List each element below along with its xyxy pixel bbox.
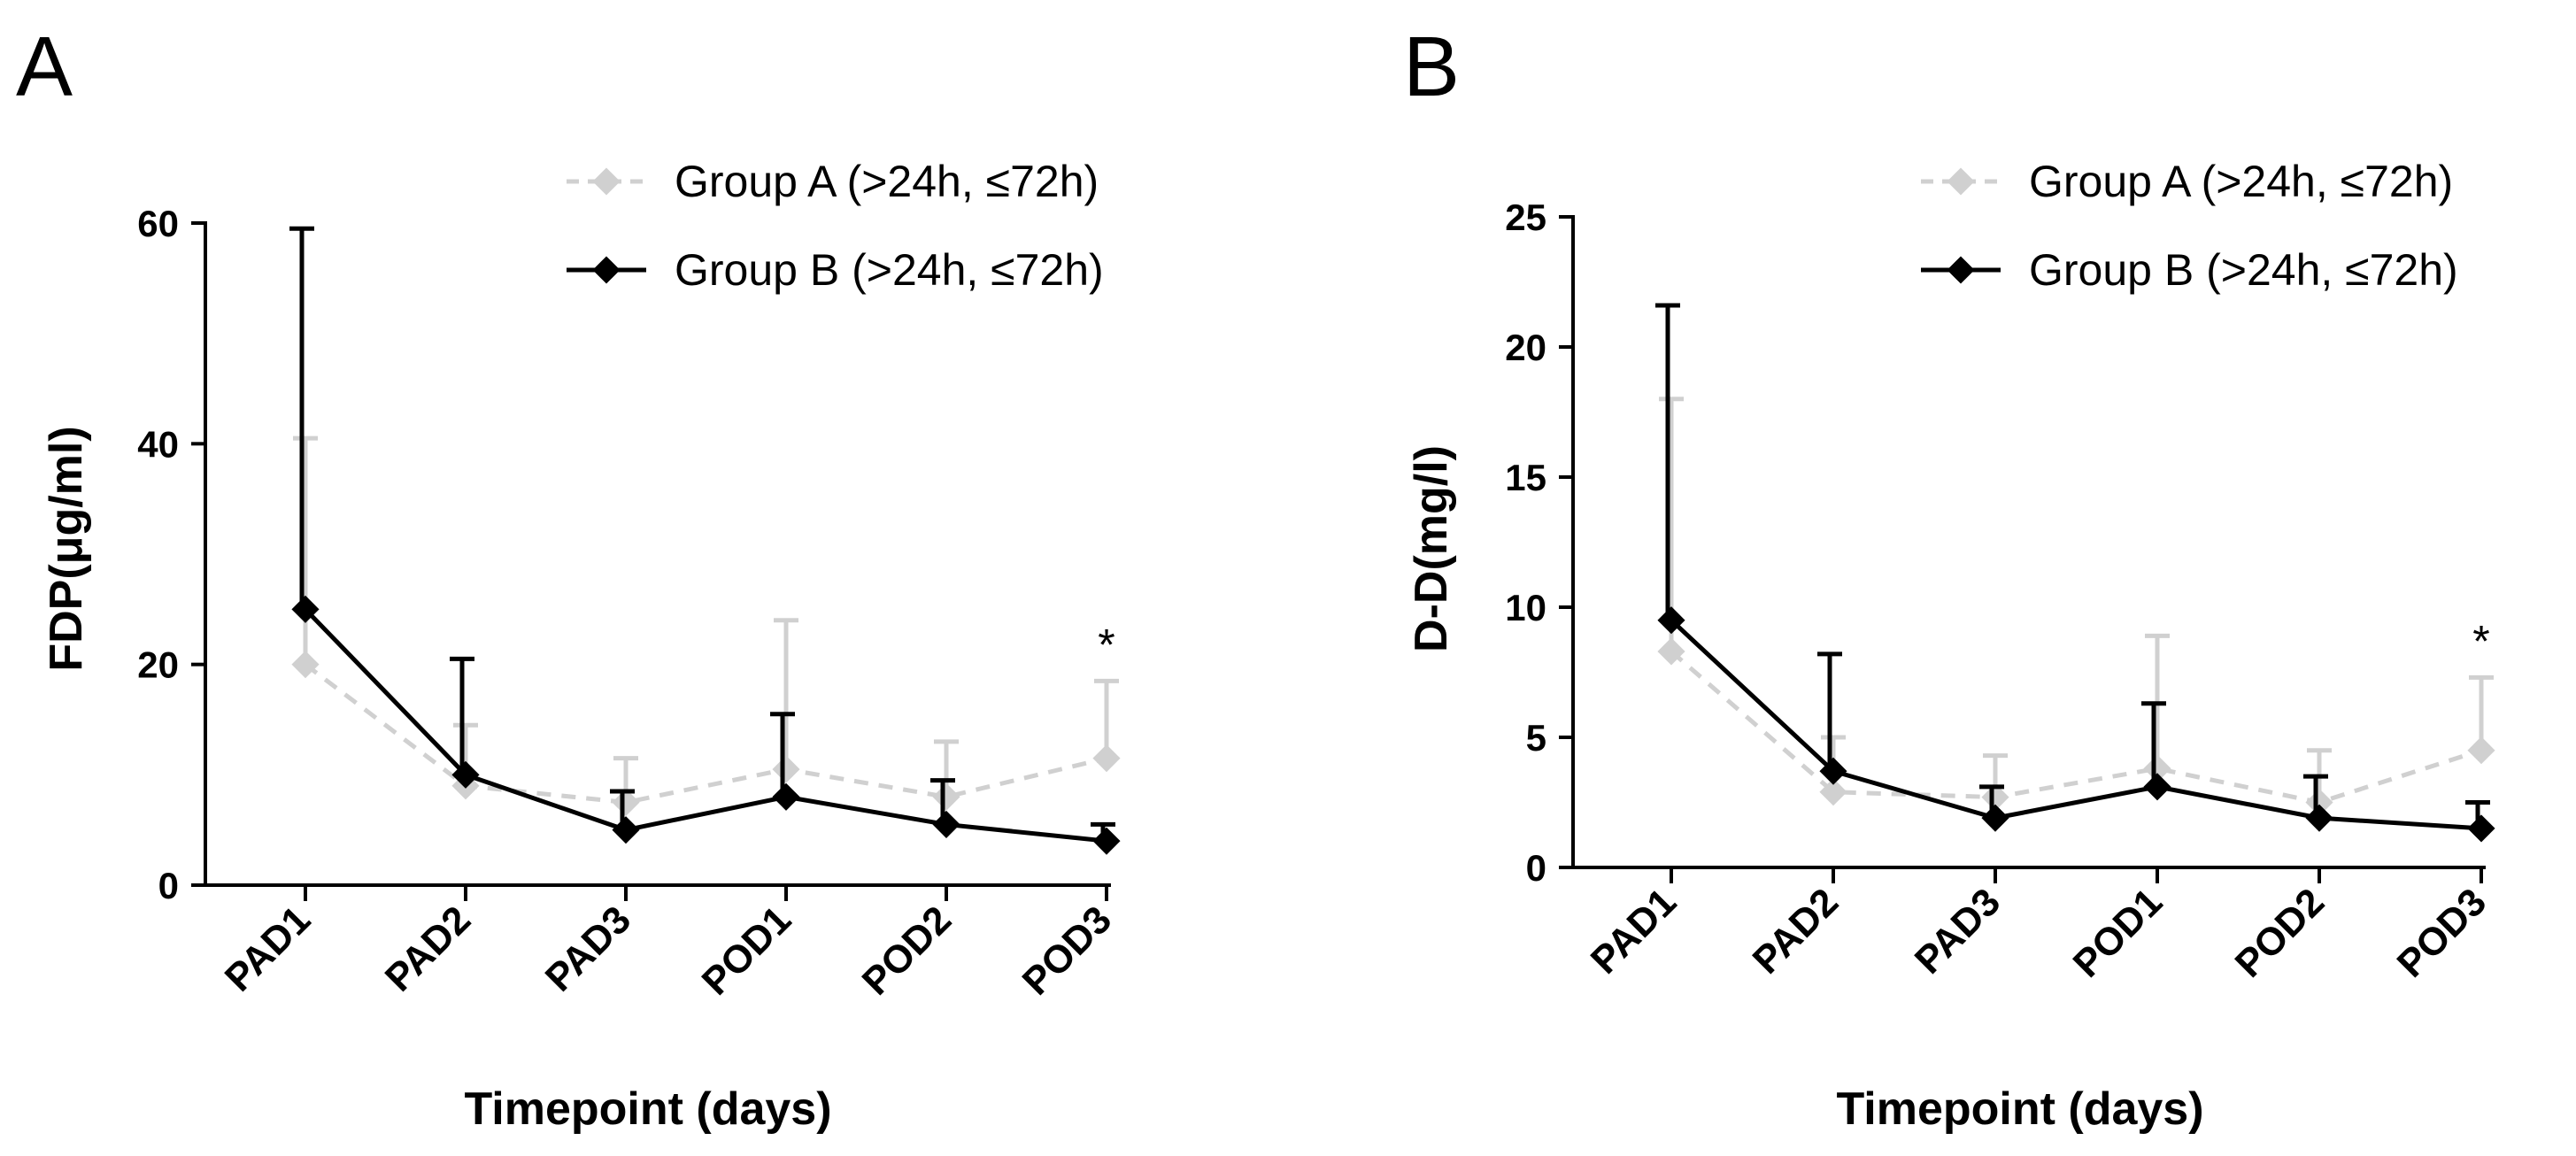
y-tick-label: 60 [137,203,179,244]
data-point-group-b [612,816,640,844]
legend-b: Group A (>24h, ≤72h) Group B (>24h, ≤72h… [1921,157,2458,295]
legend-a: Group A (>24h, ≤72h) Group B (>24h, ≤72h… [567,157,1104,295]
series-line-group-b [1670,618,2482,831]
significance-star: * [2472,616,2489,666]
data-point-group-a [1819,778,1847,806]
data-point-group-b [2305,804,2333,832]
x-tick-label: PAD1 [1583,880,1685,982]
y-tick-label: 15 [1505,457,1546,498]
legend-marker-group-a [1947,167,1975,196]
y-tick-label: 25 [1505,197,1546,238]
y-tick-label: 0 [158,865,179,906]
x-tick-label: POD1 [694,898,799,1003]
series-line-group-a [1670,650,2482,805]
x-tick-label: POD3 [1014,898,1120,1003]
chart-panel-b: B D-D(mg/l) Timepoint (days) Group A (>2… [1403,19,2495,1135]
chart-panel-a: A FDP(μg/ml) Timepoint (days) Group A (>… [16,19,1121,1135]
y-tick-label: 20 [137,644,179,686]
y-tick-label: 20 [1505,327,1546,368]
panel-label-b: B [1403,19,1460,114]
y-axis-title-b: D-D(mg/l) [1406,445,1457,652]
data-point-group-b [2143,773,2171,801]
data-point-group-a [2143,754,2171,782]
panel-label-a: A [16,19,73,114]
y-axis-title-a: FDP(μg/ml) [41,426,92,671]
x-tick-label: PAD3 [1907,880,2009,982]
x-tick-label: PAD3 [537,898,639,999]
series-line-group-b [304,607,1107,844]
y-tick-label: 0 [1526,847,1546,889]
legend-marker-group-b [1947,256,1975,284]
data-point-group-a [932,782,960,811]
significance-star: * [1098,620,1114,669]
data-point-group-b [932,810,960,838]
y-tick-label: 5 [1526,717,1546,759]
data-point-group-b [1981,804,2009,832]
data-point-group-a [1981,783,2009,812]
data-point-group-a [2467,736,2495,765]
x-axis-title-b: Timepoint (days) [1836,1083,2203,1135]
data-point-group-a [1092,744,1121,773]
data-point-group-b [2467,814,2495,843]
legend-marker-group-b [592,256,621,284]
data-point-group-b [772,782,800,811]
data-point-group-a [772,755,800,783]
legend-marker-group-a [592,167,621,196]
legend-label-group-b: Group B (>24h, ≤72h) [2029,245,2458,295]
x-tick-label: POD2 [854,898,960,1003]
x-tick-label: POD1 [2065,880,2171,985]
x-tick-label: PAD2 [1745,880,1847,982]
data-point-group-b [291,595,320,623]
data-point-group-b [1092,827,1121,855]
legend-label-group-a: Group A (>24h, ≤72h) [2029,157,2453,206]
data-point-group-a [291,651,320,679]
x-tick-label: PAD2 [377,898,479,999]
y-tick-label: 10 [1505,587,1546,628]
legend-label-group-a: Group A (>24h, ≤72h) [675,157,1099,206]
data-point-group-b [1819,757,1847,785]
x-tick-label: POD2 [2227,880,2333,985]
y-tick-label: 40 [137,423,179,465]
x-tick-label: POD3 [2389,880,2495,985]
x-tick-label: PAD1 [217,898,319,999]
x-axis-title-a: Timepoint (days) [464,1083,831,1135]
data-point-group-a [2305,788,2333,817]
legend-label-group-b: Group B (>24h, ≤72h) [675,245,1104,295]
